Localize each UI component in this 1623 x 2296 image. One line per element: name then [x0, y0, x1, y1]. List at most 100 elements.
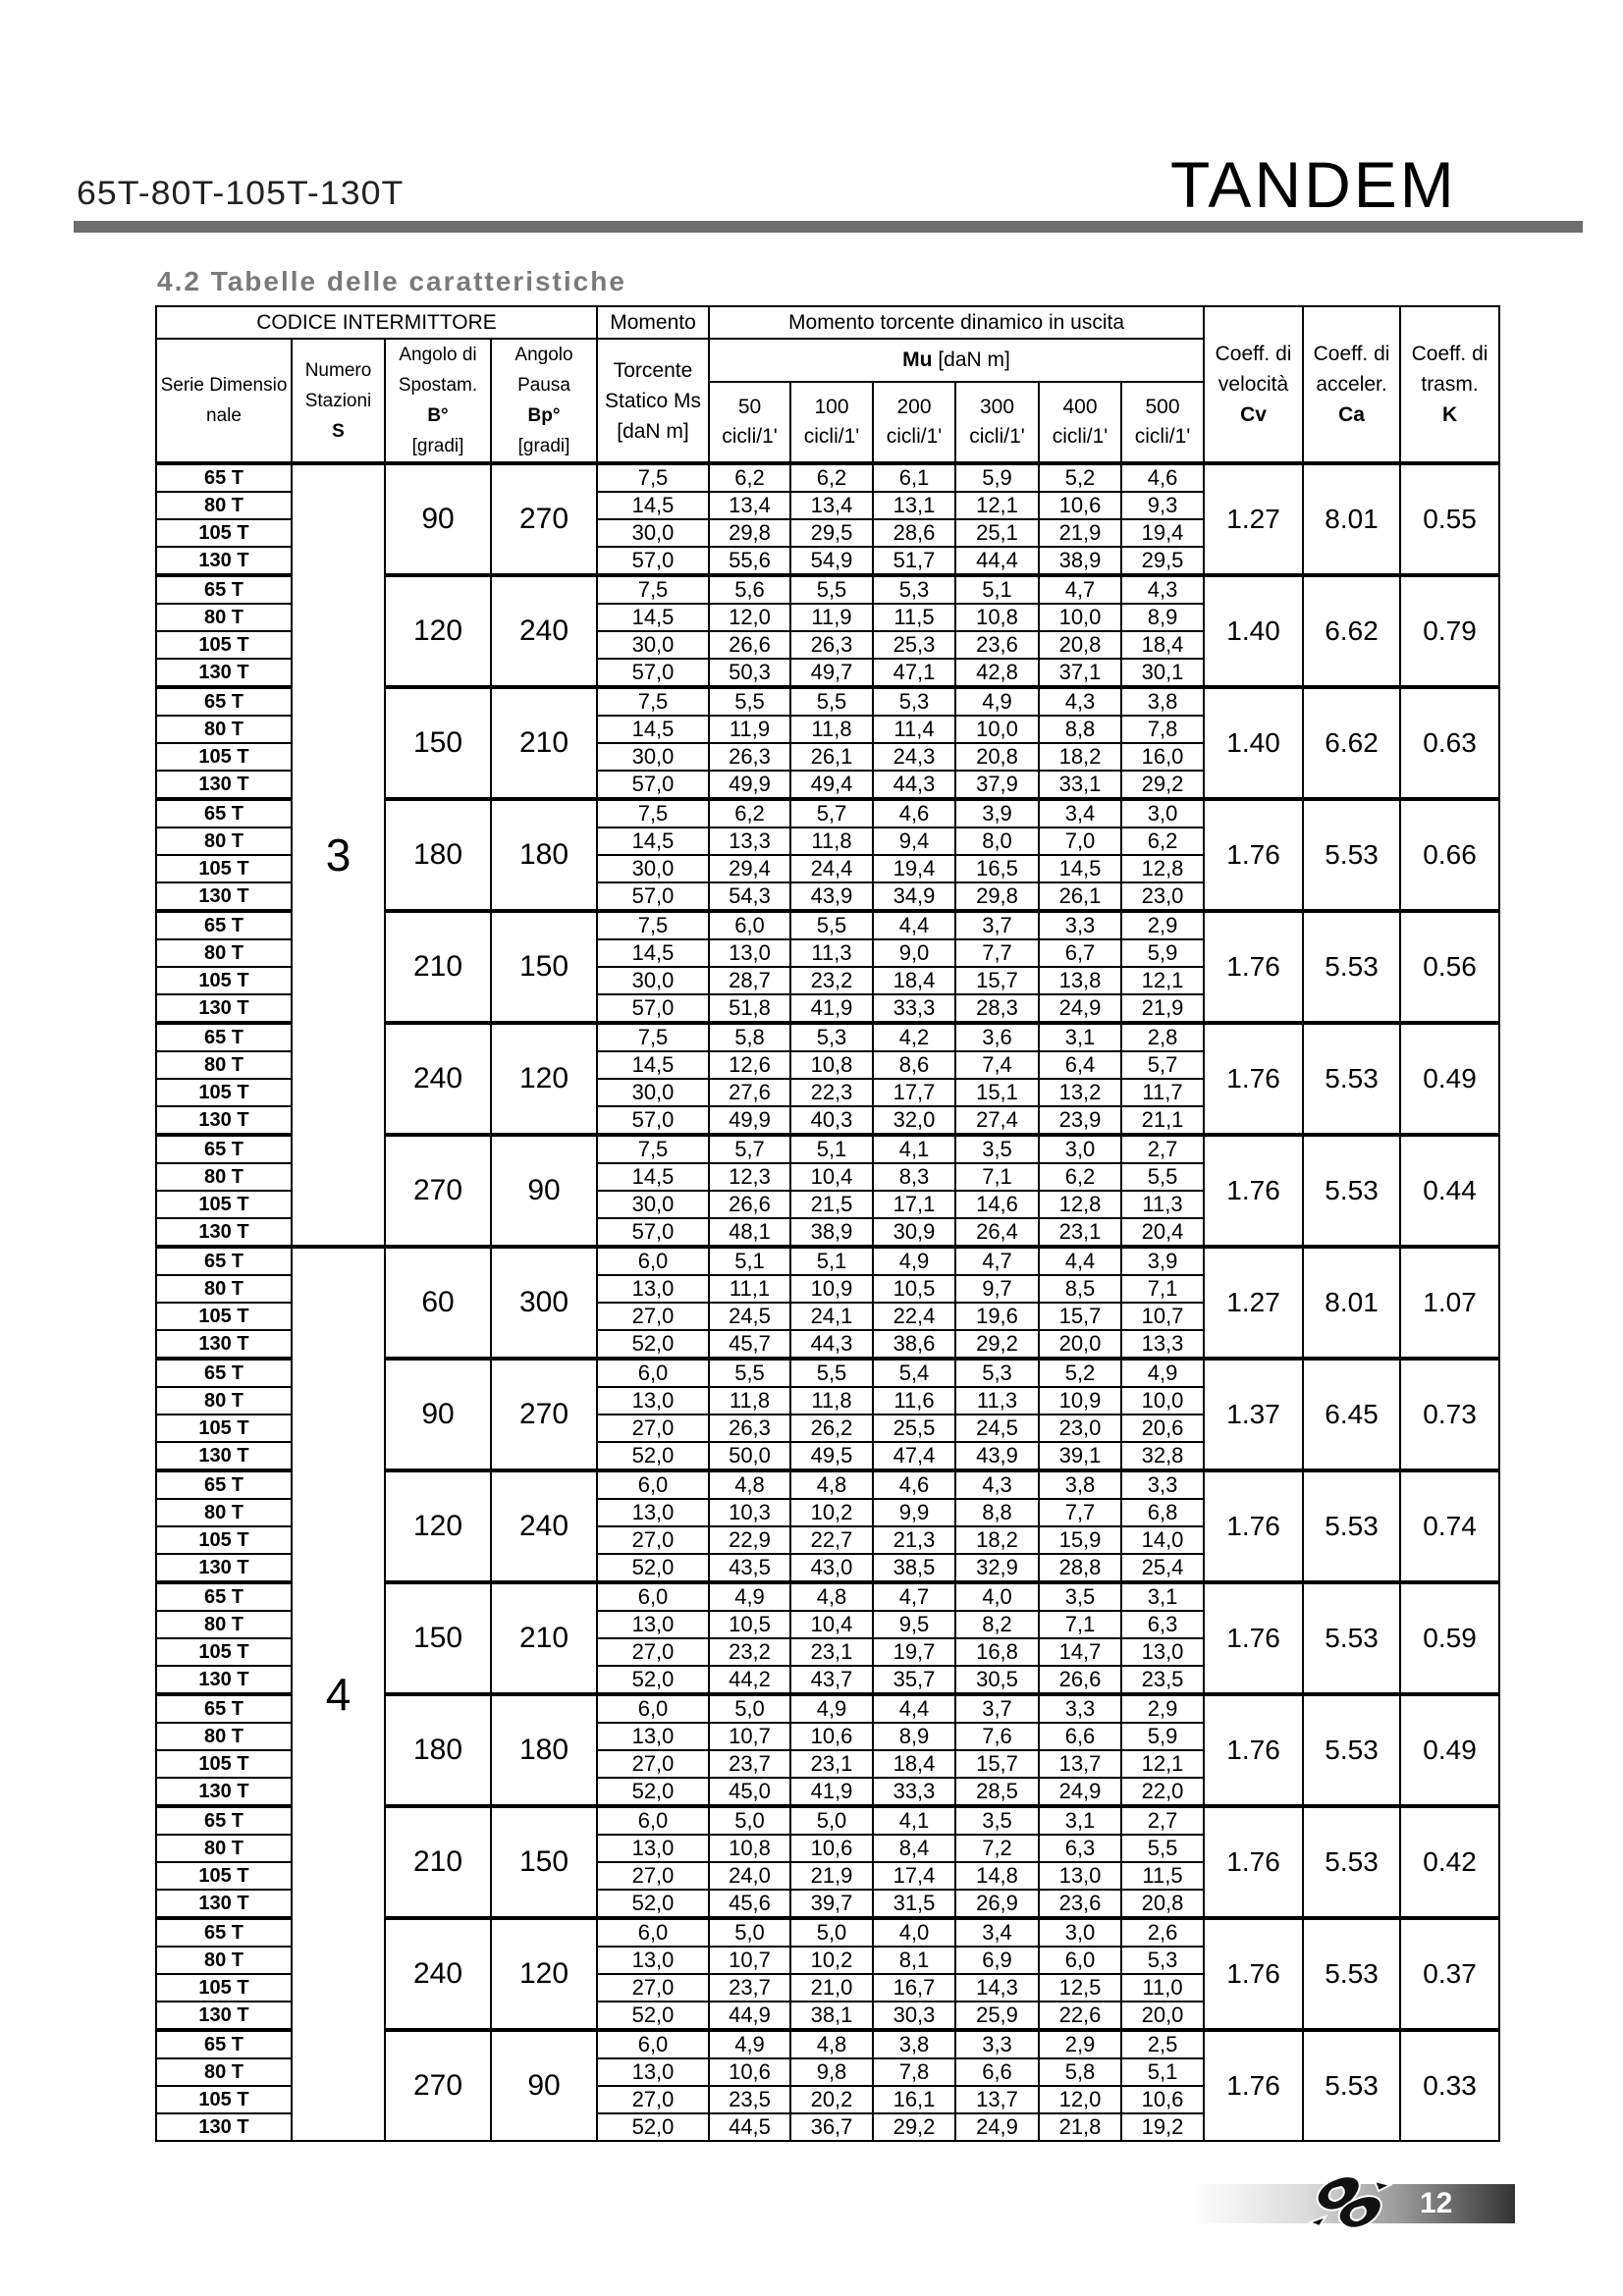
- dynamic-torque-cell: 5,2: [1038, 461, 1122, 493]
- angle-dwell-cell: 150: [490, 909, 598, 1024]
- series-cell: 80 T: [155, 1834, 293, 1863]
- dynamic-torque-cell: 5,2: [1038, 1357, 1122, 1388]
- dynamic-torque-cell: 10,8: [708, 1834, 791, 1863]
- dynamic-torque-cell: 37,9: [954, 770, 1040, 800]
- dynamic-torque-cell: 21,8: [1038, 2112, 1122, 2142]
- dynamic-torque-cell: 5,7: [1119, 1050, 1206, 1080]
- header-momento-statico: Torcente Statico Ms [daN m]: [596, 338, 710, 464]
- table-row: 130 T 52,0 43,5 43,0 38,5 32,9 28,8 25,4: [155, 1553, 1499, 1583]
- series-cell: 80 T: [155, 1946, 293, 1975]
- angle-dwell-cell: 270: [490, 1357, 598, 1471]
- static-torque-cell: 52,0: [596, 1665, 710, 1695]
- dynamic-torque-cell: 5,5: [789, 1357, 874, 1388]
- dynamic-torque-cell: 35,7: [872, 1665, 956, 1695]
- dynamic-torque-cell: 4,9: [1119, 1357, 1206, 1388]
- cv-cell: 1.76: [1203, 797, 1305, 912]
- header-cicli-100: 100 cicli/1': [789, 380, 874, 466]
- dynamic-torque-cell: 21,5: [789, 1190, 874, 1219]
- static-torque-cell: 13,0: [596, 1274, 710, 1304]
- ca-cell: 6.62: [1302, 573, 1402, 688]
- k-cell: 0.59: [1399, 1580, 1501, 1695]
- dynamic-torque-cell: 14,8: [954, 1861, 1040, 1891]
- dynamic-torque-cell: 10,0: [1119, 1386, 1206, 1415]
- dynamic-torque-cell: 5,9: [1119, 938, 1206, 968]
- dynamic-torque-cell: 10,7: [708, 1946, 791, 1975]
- static-torque-cell: 14,5: [596, 1162, 710, 1192]
- dynamic-torque-cell: 3,4: [954, 1916, 1040, 1948]
- ca-cell: 8.01: [1302, 461, 1402, 576]
- dynamic-torque-cell: 5,1: [789, 1245, 874, 1276]
- static-torque-cell: 52,0: [596, 1329, 710, 1360]
- dynamic-torque-cell: 6,9: [954, 1946, 1040, 1975]
- dynamic-torque-cell: 23,1: [1038, 1217, 1122, 1248]
- table-row: 65 T 120 240 7,5 5,6 5,5 5,3 5,1 4,7 4,3 1.40 6.62 0…: [155, 573, 1501, 688]
- series-cell: 130 T: [155, 2112, 293, 2142]
- static-torque-cell: 14,5: [596, 715, 710, 744]
- dynamic-torque-cell: 20,2: [789, 2085, 874, 2114]
- static-torque-cell: 13,0: [596, 1386, 710, 1415]
- company-logo-icon: [1307, 2175, 1393, 2229]
- table-row: 80 T 13,0 11,8 11,8 11,6 11,3 10,9 10,0: [155, 1386, 1499, 1415]
- dynamic-torque-cell: 10,6: [789, 1834, 874, 1863]
- dynamic-torque-cell: 8,6: [872, 1050, 956, 1080]
- static-torque-cell: 57,0: [596, 993, 710, 1024]
- dynamic-torque-cell: 13,8: [1038, 966, 1122, 995]
- dynamic-torque-cell: 6,4: [1038, 1050, 1122, 1080]
- dynamic-torque-cell: 11,0: [1119, 1973, 1206, 2002]
- dynamic-torque-cell: 10,9: [1038, 1386, 1122, 1415]
- dynamic-torque-cell: 21,3: [872, 1525, 956, 1555]
- series-cell: 130 T: [155, 993, 293, 1024]
- k-cell: 0.79: [1399, 573, 1501, 688]
- table-row: 105 T 30,0 26,6 26,3 25,3 23,6 20,8 18,4: [155, 630, 1499, 660]
- dynamic-torque-cell: 5,9: [1119, 1722, 1206, 1751]
- dynamic-torque-cell: 25,5: [872, 1414, 956, 1443]
- dynamic-torque-cell: 4,9: [954, 685, 1040, 717]
- series-cell: 80 T: [155, 1610, 293, 1639]
- dynamic-torque-cell: 3,8: [1038, 1468, 1122, 1500]
- dynamic-torque-cell: 41,9: [789, 993, 874, 1024]
- dynamic-torque-cell: 5,1: [954, 573, 1040, 605]
- dynamic-torque-cell: 8,0: [954, 827, 1040, 856]
- table-row: 105 T 27,0 24,0 21,9 17,4 14,8 13,0 11,5: [155, 1861, 1499, 1891]
- dynamic-torque-cell: 5,6: [708, 573, 791, 605]
- page-number: 12: [1420, 2187, 1453, 2219]
- table-row: 105 T 30,0 26,6 21,5 17,1 14,6 12,8 11,3: [155, 1190, 1499, 1219]
- angle-dwell-cell: 210: [490, 1580, 598, 1695]
- series-cell: 130 T: [155, 770, 293, 800]
- dynamic-torque-cell: 18,2: [954, 1525, 1040, 1555]
- dynamic-torque-cell: 5,3: [789, 1021, 874, 1052]
- dynamic-torque-cell: 8,5: [1038, 1274, 1122, 1304]
- series-cell: 65 T: [155, 1245, 293, 1276]
- series-cell: 105 T: [155, 1190, 293, 1219]
- dynamic-torque-cell: 51,8: [708, 993, 791, 1024]
- dynamic-torque-cell: 12,6: [708, 1050, 791, 1080]
- dynamic-torque-cell: 3,1: [1038, 1021, 1122, 1052]
- dynamic-torque-cell: 10,6: [789, 1722, 874, 1751]
- table-row: 80 T 14,5 12,3 10,4 8,3 7,1 6,2 5,5: [155, 1162, 1499, 1192]
- dynamic-torque-cell: 20,0: [1119, 2001, 1206, 2031]
- dynamic-torque-cell: 23,0: [1038, 1414, 1122, 1443]
- dynamic-torque-cell: 36,7: [789, 2112, 874, 2142]
- dynamic-torque-cell: 23,1: [789, 1749, 874, 1779]
- header-cv: Coeff. di velocità Cv: [1203, 305, 1305, 464]
- angle-dwell-cell: 270: [490, 461, 598, 576]
- series-cell: 105 T: [155, 1749, 293, 1779]
- dynamic-torque-cell: 4,3: [954, 1468, 1040, 1500]
- dynamic-torque-cell: 24,9: [1038, 993, 1122, 1024]
- dynamic-torque-cell: 11,9: [789, 603, 874, 632]
- dynamic-torque-cell: 44,3: [872, 770, 956, 800]
- table-row: 105 T 27,0 23,7 21,0 16,7 14,3 12,5 11,0: [155, 1973, 1499, 2002]
- dynamic-torque-cell: 33,1: [1038, 770, 1122, 800]
- table-row: 105 T 30,0 29,8 29,5 28,6 25,1 21,9 19,4: [155, 518, 1499, 548]
- dynamic-torque-cell: 55,6: [708, 546, 791, 576]
- dynamic-torque-cell: 9,3: [1119, 491, 1206, 520]
- dynamic-torque-cell: 4,8: [789, 2028, 874, 2059]
- dynamic-torque-cell: 43,0: [789, 1553, 874, 1583]
- dynamic-torque-cell: 5,7: [789, 797, 874, 828]
- static-torque-cell: 14,5: [596, 491, 710, 520]
- dynamic-torque-cell: 6,3: [1038, 1834, 1122, 1863]
- static-torque-cell: 30,0: [596, 854, 710, 883]
- dynamic-torque-cell: 12,3: [708, 1162, 791, 1192]
- header-cicli-400: 400 cicli/1': [1038, 380, 1122, 466]
- series-cell: 80 T: [155, 938, 293, 968]
